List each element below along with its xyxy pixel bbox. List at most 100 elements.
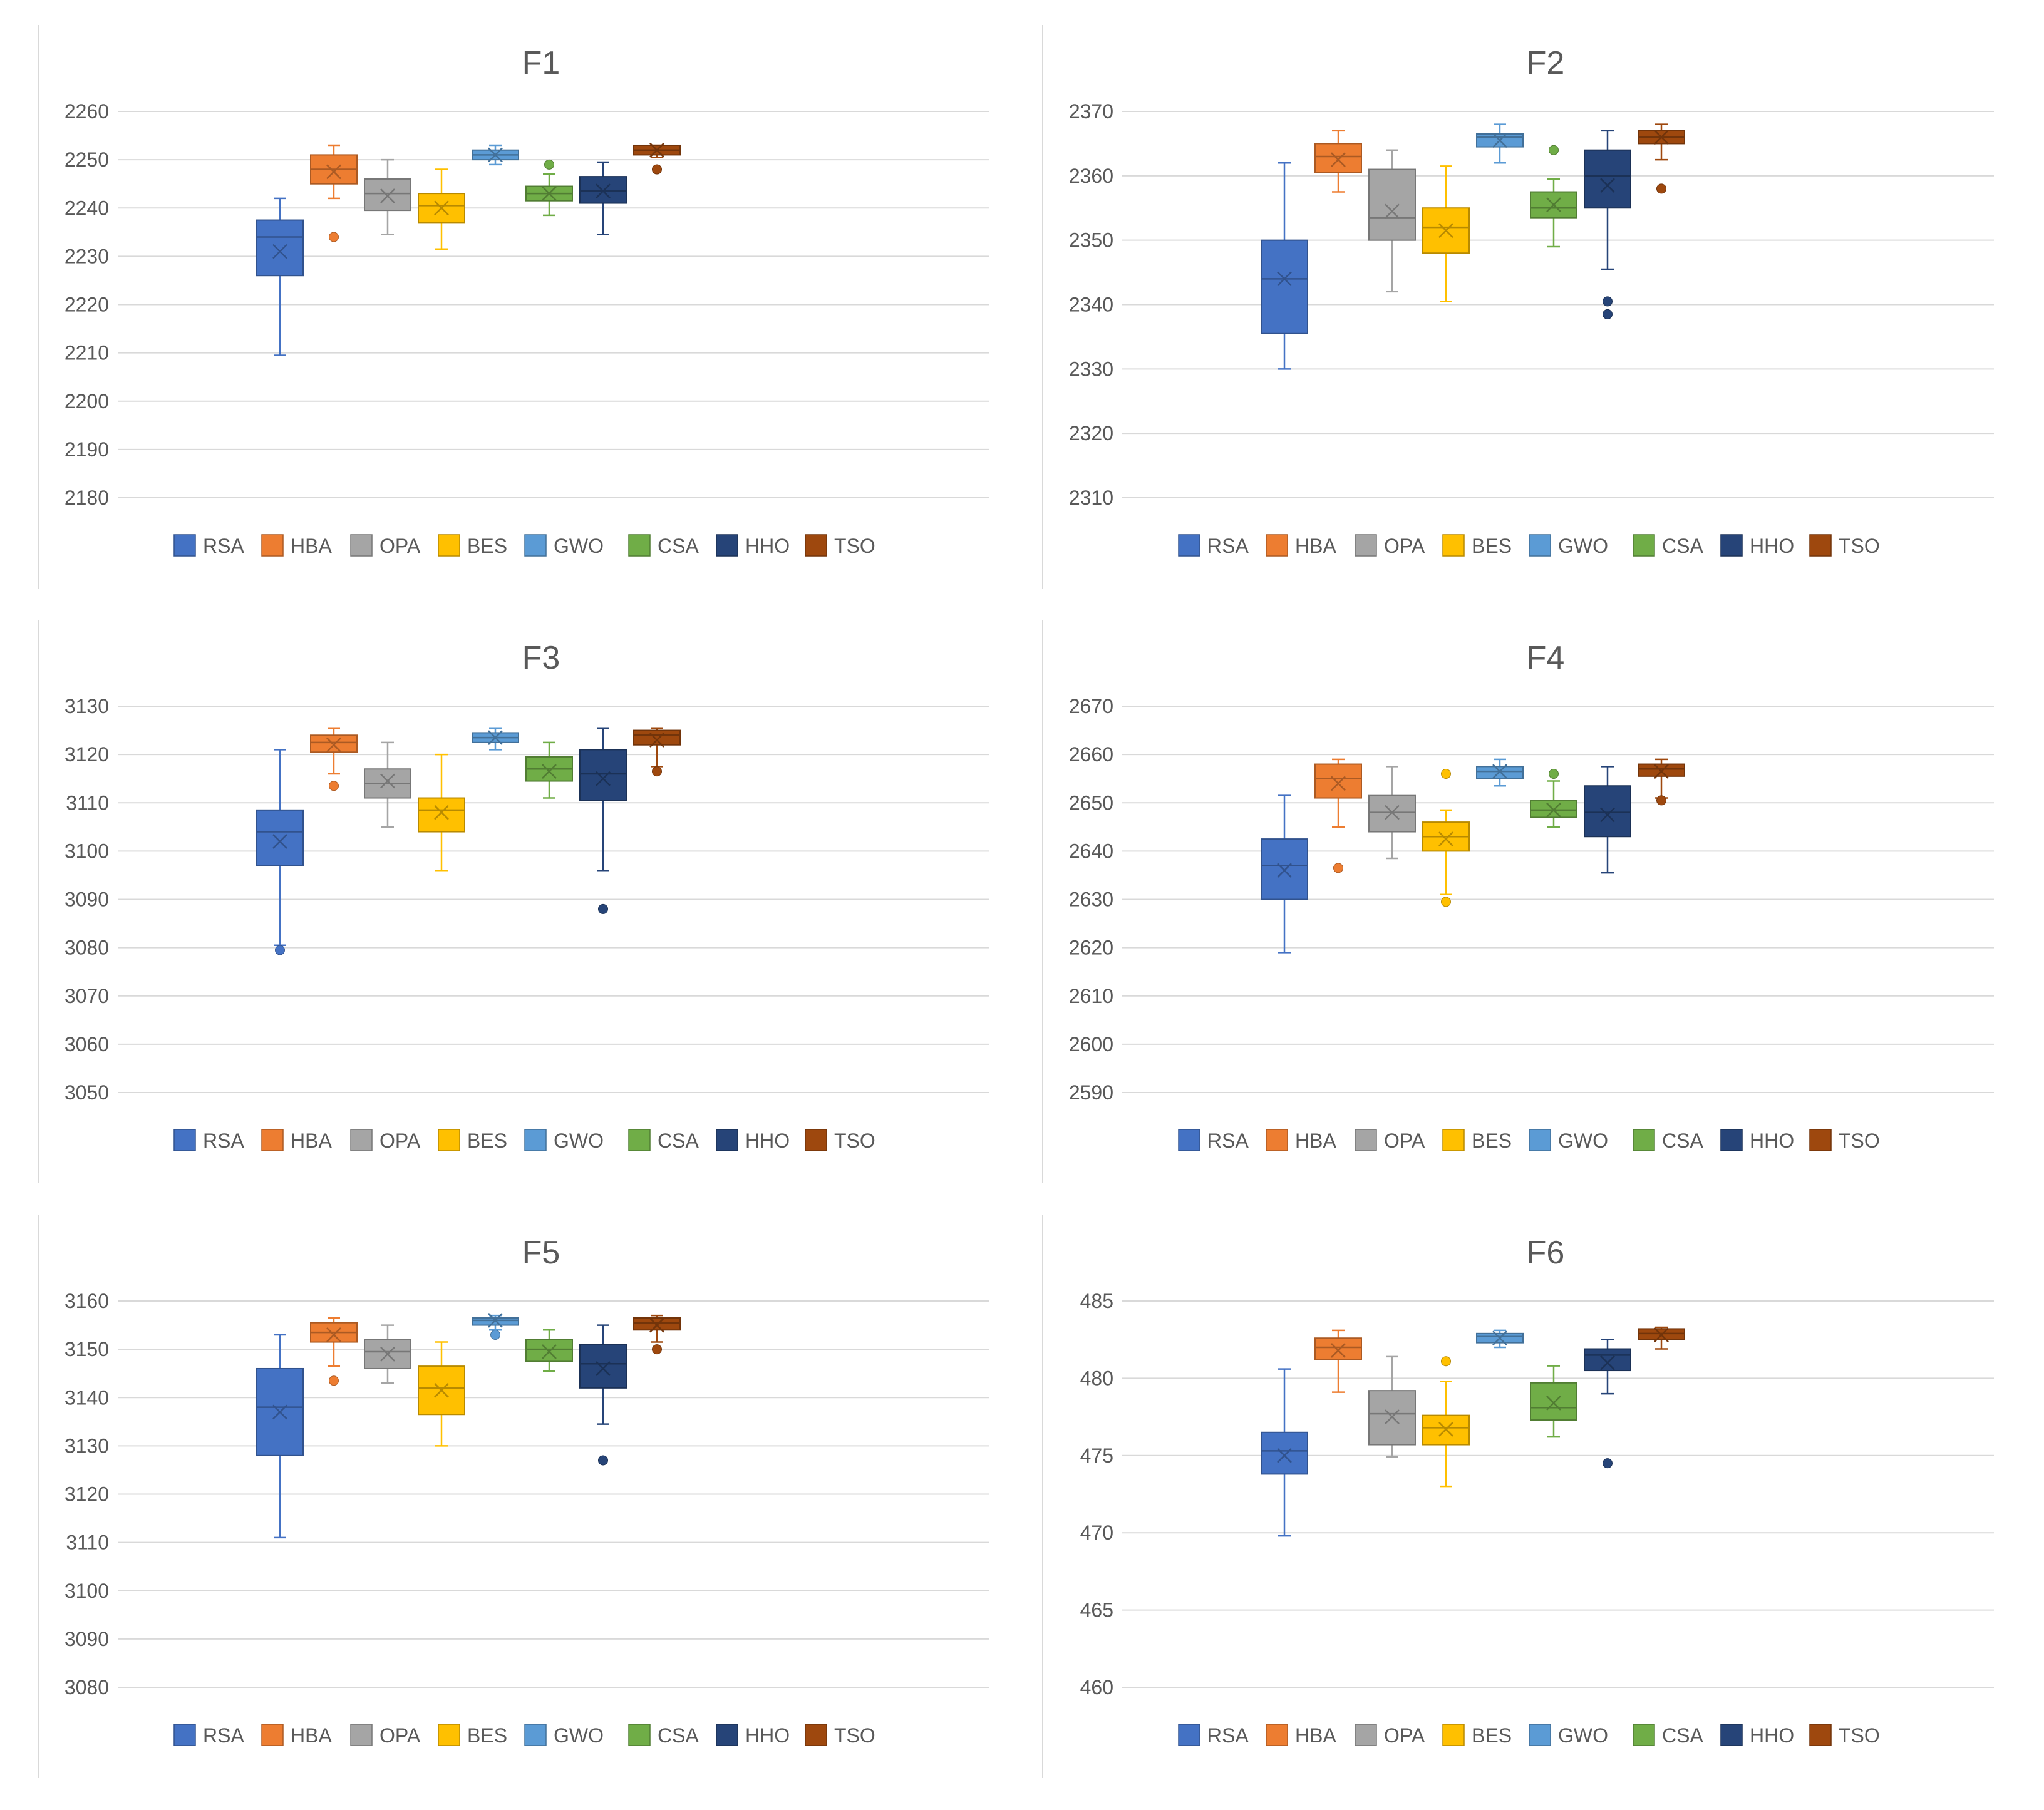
mean-marker [326,164,341,180]
mean-marker [1438,831,1453,846]
box-iqr [525,1339,573,1362]
legend-item-bes: BES [438,534,507,557]
legend-label: BES [1472,1724,1512,1747]
legend-label: RSA [1207,1724,1249,1747]
y-tick-label: 3140 [65,1386,109,1409]
y-tick-label: 3080 [65,1676,109,1699]
mean-marker [272,834,287,849]
box-hho [1584,130,1631,319]
mean-marker [596,771,611,786]
box-opa [364,1324,411,1384]
legend-label: HBA [1295,1724,1336,1747]
box-csa [525,159,573,217]
box-iqr [418,797,465,833]
legend-swatch [524,534,547,557]
legend-item-bes: BES [1442,1724,1512,1747]
y-tick-label: 3090 [65,888,109,911]
legend-item-opa: OPA [1355,1129,1425,1152]
y-tick-label: 2610 [1069,985,1113,1007]
legend-label: TSO [834,1724,875,1747]
legend-swatch [1442,1129,1465,1151]
box-bes [1422,1356,1470,1488]
chart-panel-f3: F3 3050 3060 3070 3080 3090 3100 3110 3120 3130 RS… [38,620,1002,1183]
legend-swatch [1355,534,1377,557]
outlier-point [544,159,554,170]
legend-item-csa: CSA [1633,1724,1703,1747]
legend-swatch [1355,1129,1377,1151]
legend-label: TSO [1839,1129,1880,1152]
legend-label: CSA [1662,1129,1703,1152]
legend-label: OPA [379,1129,421,1152]
box-bes [1422,165,1470,302]
legend-label: TSO [834,1129,875,1152]
legend-label: BES [1472,1129,1512,1152]
box-hba [310,144,358,242]
box-rsa [1261,162,1308,370]
legend-label: HBA [291,1129,332,1152]
box-bes [418,753,465,872]
mean-marker [1546,197,1561,212]
box-iqr [1584,149,1631,209]
box-hba [310,727,358,791]
legend-swatch [1809,534,1832,557]
outlier-point [652,766,662,777]
box-iqr [1584,785,1631,838]
outlier-point [652,1344,662,1355]
legend-label: HBA [1295,1129,1336,1152]
box-hho [579,161,627,235]
mean-marker [1546,802,1561,818]
box-tso [1638,123,1685,194]
legend-swatch [524,1724,547,1746]
mean-marker [649,142,664,158]
mean-marker [1331,1343,1346,1358]
box-bes [418,168,465,250]
y-tick-label: 3100 [65,840,109,862]
legend-swatch [1633,1129,1655,1151]
mean-marker [1654,130,1669,145]
y-tick-label: 2640 [1069,840,1113,862]
legend-swatch [1355,1724,1377,1746]
box-gwo [472,727,519,751]
box-rsa [256,197,304,356]
box-gwo [1476,123,1524,164]
y-tick-label: 470 [1080,1521,1113,1544]
mean-marker [1385,203,1400,219]
legend-item-rsa: RSA [1178,534,1249,557]
legend-item-opa: OPA [350,534,421,557]
legend-label: OPA [1384,535,1425,557]
legend-swatch [628,1724,651,1746]
legend-swatch [716,1724,738,1746]
legend-label: GWO [554,1129,604,1152]
legend-item-csa: CSA [628,534,699,557]
box-plot-f6: F6 460 465 470 475 480 485 RSA HBA OPA BES GWO CSA HH… [1042,1215,1994,1778]
legend-swatch [261,1129,284,1151]
legend-label: OPA [1384,1724,1425,1747]
box-iqr [1314,1337,1362,1360]
box-iqr [1530,800,1577,818]
outlier-point [1333,863,1343,873]
legend-swatch [261,534,284,557]
mean-marker [1546,1396,1561,1411]
legend-swatch [1529,534,1551,557]
chart-title: F3 [522,640,560,676]
legend-label: TSO [1839,1724,1880,1747]
box-plot-f2: F2 2310 2320 2330 2340 2350 2360 2370 RSA HBA OPA B… [1042,25,1994,589]
y-tick-label: 3150 [65,1338,109,1360]
mean-marker [1600,1355,1615,1370]
y-tick-label: 2220 [65,294,109,316]
box-iqr [1638,763,1685,777]
legend-label: TSO [834,535,875,557]
legend-label: CSA [658,1129,699,1152]
box-gwo [472,1312,519,1340]
box-iqr [1530,1382,1577,1421]
legend-swatch [1809,1129,1832,1151]
legend-label: HBA [1295,535,1336,557]
mean-marker [488,730,503,746]
legend-label: CSA [658,535,699,557]
y-tick-label: 2210 [65,342,109,364]
mean-marker [1492,1330,1507,1346]
box-hho [1584,1339,1631,1469]
box-opa [1368,766,1416,860]
y-tick-label: 2620 [1069,937,1113,959]
mean-marker [596,183,611,199]
